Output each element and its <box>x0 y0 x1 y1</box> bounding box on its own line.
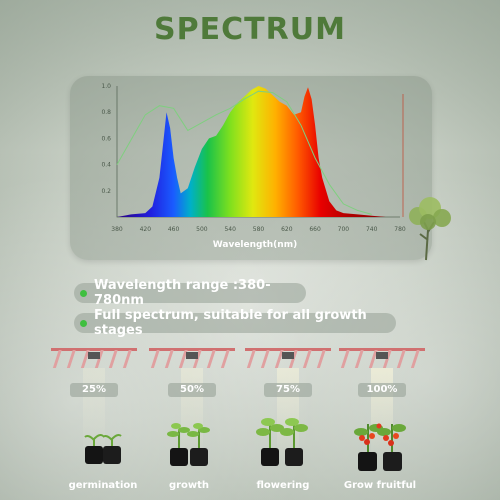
stage-label-growth: growth <box>168 480 210 491</box>
led-bar <box>206 350 216 368</box>
led-bar <box>260 350 270 368</box>
led-bar <box>80 350 90 368</box>
led-bar <box>410 350 420 368</box>
x-axis-label: Wavelength(nm) <box>213 240 297 250</box>
led-bar <box>316 350 326 368</box>
spectrum-area <box>117 86 400 217</box>
x-tick-label: 500 <box>196 226 208 233</box>
dimming-50: 50% <box>148 346 236 458</box>
dimming-label-25: 25% <box>70 383 118 397</box>
green-bullet-icon <box>80 289 87 297</box>
x-tick-label: 580 <box>253 226 265 233</box>
led-bar <box>122 350 132 368</box>
led-bar <box>354 350 364 368</box>
x-tick-label: 460 <box>168 226 180 233</box>
led-bar <box>164 350 174 368</box>
light-frame <box>339 348 425 351</box>
led-bar <box>150 350 160 368</box>
dimming-25: 25% <box>50 346 138 458</box>
chart-plot-area: 380 420 460 500 540 580 620 660 700 740 780 1.0 0.8 0… <box>101 83 405 233</box>
dimming-label-75: 75% <box>264 383 312 397</box>
led-bar <box>246 350 256 368</box>
young-plant-pots-icon <box>167 423 210 466</box>
led-bar-light-icon <box>339 348 425 368</box>
stage-label-grow-fruitful: Grow fruitful <box>343 480 417 491</box>
led-bar <box>220 350 230 368</box>
led-bar <box>108 350 118 368</box>
x-tick-label: 380 <box>111 226 123 233</box>
led-bar <box>340 350 350 368</box>
led-bar <box>302 350 312 368</box>
led-bar <box>396 350 406 368</box>
driver-box <box>376 352 388 359</box>
x-tick-label: 740 <box>366 226 378 233</box>
driver-box <box>186 352 198 359</box>
dimming-label-100: 100% <box>358 383 406 397</box>
x-tick-label: 540 <box>224 226 236 233</box>
seedling-pots-icon <box>84 434 122 464</box>
light-frame <box>149 348 235 351</box>
y-tick-label: 0.8 <box>101 109 111 116</box>
x-tick-label: 700 <box>338 226 350 233</box>
green-bullet-icon <box>80 319 87 327</box>
spectrum-chart: 380 420 460 500 540 580 620 660 700 740 780 1.0 0.8 0… <box>101 83 405 250</box>
reference-curve-line <box>116 90 372 215</box>
light-frame <box>245 348 331 351</box>
wavelength-range-pill: Wavelength range :380-780nm <box>74 278 306 308</box>
flowering-plant-pots-icon <box>256 418 308 466</box>
x-tick-label: 780 <box>394 226 406 233</box>
x-tick-label: 620 <box>281 226 293 233</box>
x-tick-label: 660 <box>309 226 321 233</box>
page-title: SPECTRUM <box>154 12 346 47</box>
led-bar-light-icon <box>149 348 235 368</box>
y-tick-label: 0.6 <box>101 135 111 142</box>
wavelength-range-text: Wavelength range :380-780nm <box>94 278 271 308</box>
full-spectrum-pill: Full spectrum, suitable for all growth s… <box>74 308 396 338</box>
dimming-75: 75% <box>244 346 332 458</box>
led-bar <box>178 350 188 368</box>
tomato-plant-pots-icon <box>354 423 406 471</box>
tree-icon <box>409 197 451 261</box>
led-bar-light-icon <box>245 348 331 368</box>
led-bar <box>274 350 284 368</box>
dimming-label-50: 50% <box>168 383 216 397</box>
stage-label-flowering: flowering <box>256 480 310 491</box>
light-frame <box>51 348 137 351</box>
y-tick-label: 0.2 <box>101 188 111 195</box>
dimming-100: 100% <box>338 346 426 458</box>
full-spectrum-text: Full spectrum, suitable for all growth s… <box>94 308 367 338</box>
y-tick-label: 1.0 <box>101 83 111 90</box>
y-tick-label: 0.4 <box>101 162 111 169</box>
led-bar <box>368 350 378 368</box>
led-bar <box>52 350 62 368</box>
x-tick-label: 420 <box>140 226 152 233</box>
led-bar <box>66 350 76 368</box>
led-bar-light-icon <box>51 348 137 368</box>
driver-box <box>282 352 294 359</box>
stage-label-germination: germination <box>68 480 138 491</box>
driver-box <box>88 352 100 359</box>
